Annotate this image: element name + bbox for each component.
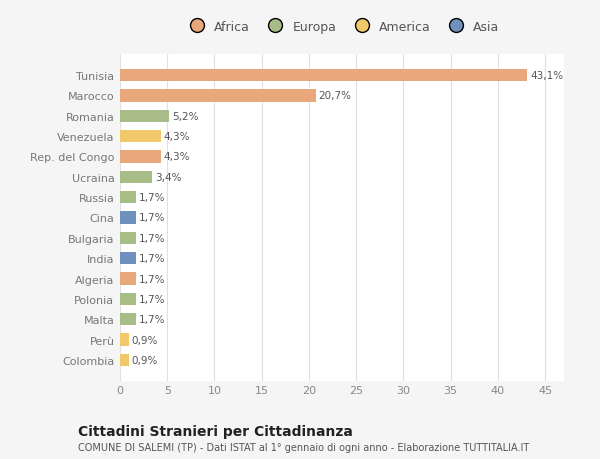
Text: 1,7%: 1,7% — [139, 254, 166, 263]
Text: 4,3%: 4,3% — [163, 132, 190, 142]
Bar — [120, 192, 136, 204]
Text: 0,9%: 0,9% — [131, 335, 158, 345]
Text: Cittadini Stranieri per Cittadinanza: Cittadini Stranieri per Cittadinanza — [78, 425, 353, 438]
Text: 1,7%: 1,7% — [139, 193, 166, 203]
Bar — [120, 293, 136, 305]
Text: 43,1%: 43,1% — [530, 71, 563, 81]
Text: 20,7%: 20,7% — [319, 91, 352, 101]
Text: COMUNE DI SALEMI (TP) - Dati ISTAT al 1° gennaio di ogni anno - Elaborazione TUT: COMUNE DI SALEMI (TP) - Dati ISTAT al 1°… — [78, 442, 529, 452]
Text: 5,2%: 5,2% — [172, 112, 199, 122]
Bar — [120, 171, 152, 184]
Text: 3,4%: 3,4% — [155, 173, 181, 182]
Text: 1,7%: 1,7% — [139, 274, 166, 284]
Bar — [120, 313, 136, 325]
Text: 4,3%: 4,3% — [163, 152, 190, 162]
Text: 0,9%: 0,9% — [131, 355, 158, 365]
Bar — [120, 70, 527, 82]
Text: 1,7%: 1,7% — [139, 314, 166, 325]
Bar — [120, 111, 169, 123]
Bar — [120, 90, 316, 102]
Bar — [120, 273, 136, 285]
Bar — [120, 232, 136, 244]
Bar — [120, 151, 161, 163]
Text: 1,7%: 1,7% — [139, 233, 166, 243]
Bar — [120, 212, 136, 224]
Bar — [120, 354, 128, 366]
Text: 1,7%: 1,7% — [139, 294, 166, 304]
Text: 1,7%: 1,7% — [139, 213, 166, 223]
Bar — [120, 334, 128, 346]
Legend: Africa, Europa, America, Asia: Africa, Europa, America, Asia — [179, 16, 505, 39]
Bar — [120, 131, 161, 143]
Bar — [120, 252, 136, 265]
